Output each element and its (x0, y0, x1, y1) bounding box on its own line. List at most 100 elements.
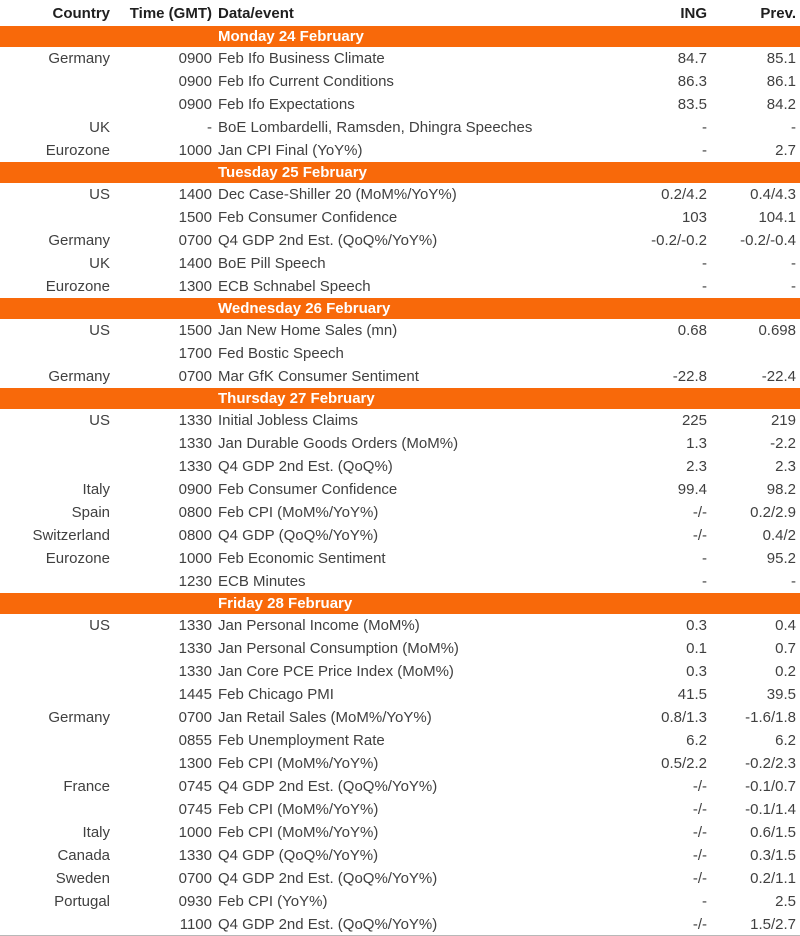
table-row: 1100 Q4 GDP 2nd Est. (QoQ%/YoY%) -/- 1.5/2.… (0, 913, 800, 935)
ing-forecast-cell: 41.5 (677, 686, 707, 703)
country-cell: Italy (82, 824, 110, 841)
previous-value-cell: 2.7 (775, 142, 796, 159)
calendar-body: Monday 24 February Germany 0900 Feb Ifo Bus… (0, 26, 800, 935)
country-cell: UK (89, 119, 110, 136)
table-row: 1330 Jan Personal Consumption (MoM%) 0.1 0.… (0, 637, 800, 660)
previous-value-cell: 85.1 (766, 50, 796, 67)
event-cell: Feb Chicago PMI (218, 686, 334, 703)
previous-value-cell: 0.2/1.1 (750, 870, 796, 887)
day-band-label: Wednesday 26 February (218, 300, 391, 317)
time-cell: 1000 (178, 550, 212, 567)
day-band-label: Friday 28 February (218, 595, 353, 612)
country-cell: France (63, 778, 110, 795)
ing-forecast-cell: -/- (692, 504, 707, 521)
table-row: 1700 Fed Bostic Speech (0, 342, 800, 365)
table-row: Eurozone 1300 ECB Schnabel Speech - - (0, 275, 800, 298)
time-cell: 1400 (178, 186, 212, 203)
time-cell: 1230 (178, 573, 212, 590)
time-cell: 0700 (178, 368, 212, 385)
event-cell: BoE Pill Speech (218, 255, 326, 272)
previous-value-cell: -0.1/0.7 (745, 778, 796, 795)
country-cell: US (89, 322, 110, 339)
ing-forecast-cell: - (702, 142, 707, 159)
previous-value-cell: 6.2 (775, 732, 796, 749)
time-cell: 1300 (178, 278, 212, 295)
time-cell: 1000 (178, 142, 212, 159)
previous-value-cell: 0.7 (775, 640, 796, 657)
previous-value-cell: 104.1 (758, 209, 796, 226)
previous-value-cell: 95.2 (766, 550, 796, 567)
time-cell: 0900 (178, 96, 212, 113)
time-cell: 1500 (178, 322, 212, 339)
time-cell: 1400 (178, 255, 212, 272)
ing-forecast-cell: -0.2/-0.2 (651, 232, 707, 249)
event-cell: Q4 GDP 2nd Est. (QoQ%) (218, 458, 393, 475)
country-cell: Switzerland (32, 527, 110, 544)
event-cell: Feb CPI (MoM%/YoY%) (218, 504, 379, 521)
table-row: Switzerland 0800 Q4 GDP (QoQ%/YoY%) -/- 0.4/… (0, 524, 800, 547)
table-row: Eurozone 1000 Feb Economic Sentiment - 95.2 (0, 547, 800, 570)
ing-forecast-cell: 103 (681, 209, 707, 226)
previous-value-cell: 98.2 (766, 481, 796, 498)
previous-value-cell: -2.2 (770, 435, 796, 452)
ing-forecast-cell: 0.3 (686, 617, 707, 634)
previous-value-cell: 0.2 (775, 663, 796, 680)
previous-value-cell: 0.6/1.5 (750, 824, 796, 841)
ing-forecast-cell: 84.7 (677, 50, 707, 67)
time-cell: 1330 (178, 458, 212, 475)
event-cell: Feb Unemployment Rate (218, 732, 385, 749)
event-cell: Mar GfK Consumer Sentiment (218, 368, 419, 385)
time-cell: 0900 (178, 73, 212, 90)
previous-value-cell: - (791, 255, 796, 272)
ing-forecast-cell: - (702, 550, 707, 567)
previous-value-cell: -22.4 (761, 368, 796, 385)
time-cell: 0800 (178, 504, 212, 521)
table-row: Canada 1330 Q4 GDP (QoQ%/YoY%) -/- 0.3/1.5 (0, 844, 800, 867)
time-cell: 1330 (178, 640, 212, 657)
ing-forecast-cell: 2.3 (686, 458, 707, 475)
time-cell: 1330 (178, 847, 212, 864)
table-row: UK - BoE Lombardelli, Ramsden, Dhingra Spe… (0, 116, 800, 139)
table-row: 0855 Feb Unemployment Rate 6.2 6.2 (0, 729, 800, 752)
table-row: Germany 0700 Mar GfK Consumer Sentiment -22… (0, 365, 800, 388)
country-cell: Germany (48, 232, 110, 249)
table-row: 1330 Q4 GDP 2nd Est. (QoQ%) 2.3 2.3 (0, 455, 800, 478)
country-cell: Spain (71, 504, 110, 521)
previous-value-cell: 0.4 (775, 617, 796, 634)
column-header-country: Country (52, 4, 111, 22)
table-row: UK 1400 BoE Pill Speech - - (0, 252, 800, 275)
column-header-ing: ING (680, 4, 707, 22)
table-row: Italy 0900 Feb Consumer Confidence 99.4 98.2 (0, 478, 800, 501)
event-cell: Feb Ifo Expectations (218, 96, 355, 113)
event-cell: Feb Consumer Confidence (218, 209, 398, 226)
event-cell: Feb CPI (YoY%) (218, 893, 328, 910)
event-cell: Dec Case-Shiller 20 (MoM%/YoY%) (218, 186, 457, 203)
event-cell: Jan Durable Goods Orders (MoM%) (218, 435, 459, 452)
event-cell: Feb Consumer Confidence (218, 481, 398, 498)
day-band: Thursday 27 February (0, 388, 800, 409)
previous-value-cell: - (791, 119, 796, 136)
ing-forecast-cell: -/- (692, 527, 707, 544)
table-row: Eurozone 1000 Jan CPI Final (YoY%) - 2.7 (0, 139, 800, 162)
ing-forecast-cell: 99.4 (677, 481, 707, 498)
ing-forecast-cell: 0.68 (677, 322, 707, 339)
ing-forecast-cell: -/- (692, 870, 707, 887)
ing-forecast-cell: 6.2 (686, 732, 707, 749)
ing-forecast-cell: -/- (692, 847, 707, 864)
country-cell: UK (89, 255, 110, 272)
time-cell: 0930 (178, 893, 212, 910)
previous-value-cell: 0.3/1.5 (750, 847, 796, 864)
table-row: Spain 0800 Feb CPI (MoM%/YoY%) -/- 0.2/2.9 (0, 501, 800, 524)
ing-forecast-cell: 0.8/1.3 (661, 709, 707, 726)
table-row: 0900 Feb Ifo Current Conditions 86.3 86.1 (0, 70, 800, 93)
event-cell: Jan Retail Sales (MoM%/YoY%) (218, 709, 432, 726)
previous-value-cell: 2.3 (775, 458, 796, 475)
previous-value-cell: 219 (770, 412, 796, 429)
event-cell: Q4 GDP 2nd Est. (QoQ%/YoY%) (218, 232, 438, 249)
country-cell: US (89, 617, 110, 634)
table-row: Italy 1000 Feb CPI (MoM%/YoY%) -/- 0.6/1.5 (0, 821, 800, 844)
time-cell: 1300 (178, 755, 212, 772)
country-cell: Germany (48, 709, 110, 726)
time-cell: 0800 (178, 527, 212, 544)
